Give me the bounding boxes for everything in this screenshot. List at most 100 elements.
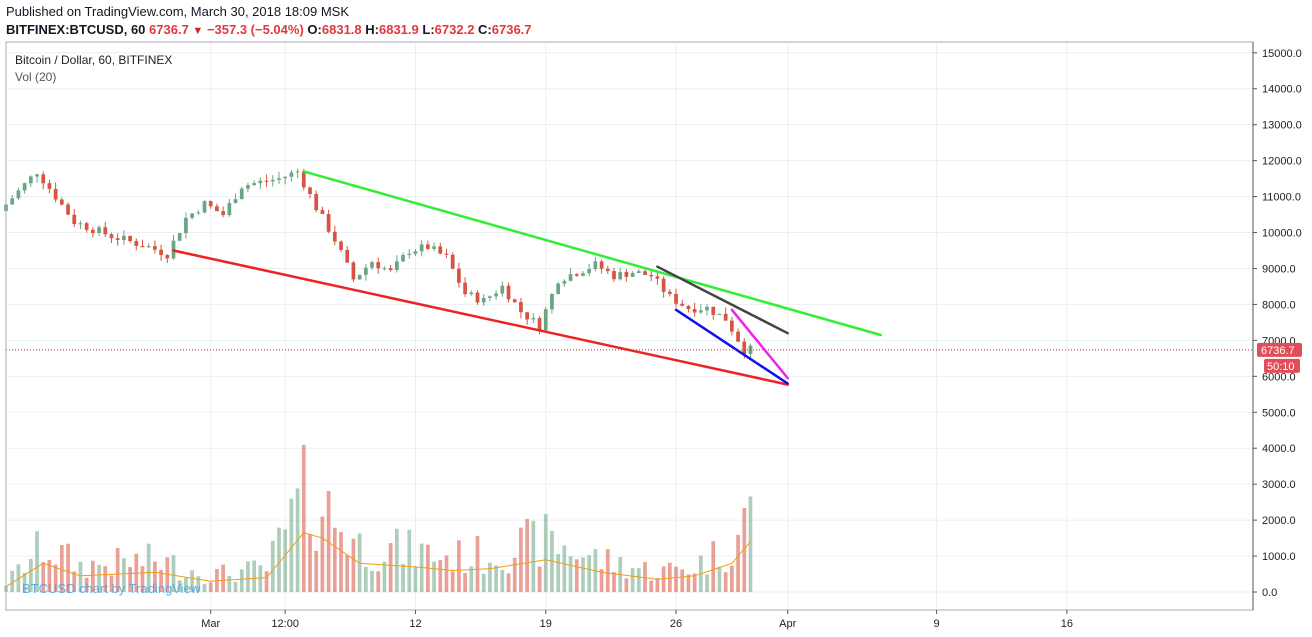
volume-bar xyxy=(717,566,722,593)
candle-body xyxy=(103,227,108,235)
volume-bar xyxy=(159,569,163,593)
volume-bar xyxy=(227,575,232,593)
candle-body xyxy=(388,268,393,270)
volume-bar xyxy=(35,531,39,593)
volume-bar xyxy=(345,555,350,593)
candle-body xyxy=(258,180,263,184)
price-tick-label: 1000.0 xyxy=(1262,551,1296,563)
down-triangle-icon: ▼ xyxy=(192,25,204,37)
candle-body xyxy=(184,217,188,234)
volume-bar xyxy=(308,534,312,593)
candle-body xyxy=(512,299,517,303)
time-tick-label: 12:00 xyxy=(271,618,299,630)
candle-body xyxy=(109,234,114,239)
candle-body xyxy=(438,246,443,254)
volume-bar xyxy=(16,564,21,593)
candle-body xyxy=(289,172,294,177)
candle-body xyxy=(568,274,573,281)
volume-bar xyxy=(481,573,486,593)
candle-body xyxy=(475,292,480,303)
candle-body xyxy=(370,262,374,268)
candle-body xyxy=(494,293,498,297)
candle-body xyxy=(667,291,672,294)
candle-body xyxy=(674,293,678,304)
candle-body xyxy=(450,254,455,269)
volume-bar xyxy=(655,578,660,593)
volume-bar xyxy=(457,540,461,593)
candle-body xyxy=(326,214,331,232)
volume-bar xyxy=(407,529,412,593)
volume-bar xyxy=(252,560,257,593)
candle-body xyxy=(655,276,660,279)
candle-body xyxy=(16,190,21,199)
price-tick-label: 10000.0 xyxy=(1262,228,1302,240)
candle-body xyxy=(59,199,64,205)
candle-body xyxy=(264,180,269,182)
candle-body xyxy=(128,235,132,242)
volume-bar xyxy=(574,559,579,593)
candles xyxy=(4,168,753,360)
volume-bar xyxy=(643,562,647,593)
time-tick-label: 19 xyxy=(540,618,552,630)
trendline-red xyxy=(172,249,789,386)
candle-body xyxy=(295,171,300,173)
volume-bar xyxy=(258,565,263,593)
candle-body xyxy=(525,312,529,320)
candle-body xyxy=(246,185,250,189)
volume-bar xyxy=(636,568,641,593)
price-tick-label: 11000.0 xyxy=(1262,192,1301,204)
volume-bar xyxy=(537,566,542,593)
candle-body xyxy=(221,211,226,215)
volume-bar xyxy=(326,490,331,593)
price-tag-timer: 50:10 xyxy=(1267,361,1295,373)
candle-body xyxy=(394,261,399,270)
price-axis[interactable]: 0.01000.02000.03000.04000.05000.06000.07… xyxy=(1253,48,1302,599)
candle-body xyxy=(413,251,418,254)
candle-body xyxy=(283,176,288,179)
candle-body xyxy=(562,280,567,284)
volume-bar xyxy=(66,543,70,593)
ohlc-line: BITFINEX:BTCUSD, 60 6736.7 ▼ −357.3 (−5.… xyxy=(6,22,532,37)
volume-bar xyxy=(283,529,288,593)
volume-bar xyxy=(674,566,678,593)
price-tick-label: 9000.0 xyxy=(1262,263,1296,275)
candle-body xyxy=(736,331,740,342)
candle-body xyxy=(543,309,548,331)
price-tick-label: 4000.0 xyxy=(1262,443,1296,455)
price-change: −357.3 (−5.04%) xyxy=(206,22,304,37)
candle-body xyxy=(742,341,747,354)
candle-body xyxy=(208,201,213,207)
volume-bar xyxy=(730,565,734,593)
volume-bar xyxy=(748,496,753,593)
candle-body xyxy=(47,183,52,189)
volume-bar xyxy=(382,561,387,593)
volume-bar xyxy=(388,543,393,593)
volume-bar xyxy=(413,567,418,593)
volume-bar xyxy=(370,570,374,593)
volume-bar xyxy=(264,571,269,593)
volume-bar xyxy=(270,540,275,593)
volume-bar xyxy=(562,545,567,593)
candle-body xyxy=(215,206,219,212)
candle-body xyxy=(593,261,598,269)
volume-bar xyxy=(190,570,194,593)
volume-bar xyxy=(314,550,319,593)
candle-body xyxy=(692,309,697,313)
volume-bar xyxy=(612,571,616,593)
trendlines[interactable] xyxy=(172,170,883,386)
last-price: 6736.7 xyxy=(149,22,189,37)
candle-body xyxy=(97,227,101,234)
volume-bar xyxy=(208,582,213,593)
candle-body xyxy=(227,203,232,215)
chart-header: Published on TradingView.com, March 30, … xyxy=(0,0,1312,40)
volume-bar xyxy=(47,559,52,593)
volume-bar xyxy=(742,507,747,593)
volume-bar xyxy=(394,528,399,593)
trendline-magenta xyxy=(730,308,789,380)
candle-body xyxy=(78,223,83,225)
volume-bar xyxy=(432,561,436,593)
candle-body xyxy=(177,233,182,241)
price-tick-label: 5000.0 xyxy=(1262,407,1296,419)
time-axis[interactable]: Mar 12:00 12 19 26 Apr 9 16 xyxy=(201,610,1073,630)
